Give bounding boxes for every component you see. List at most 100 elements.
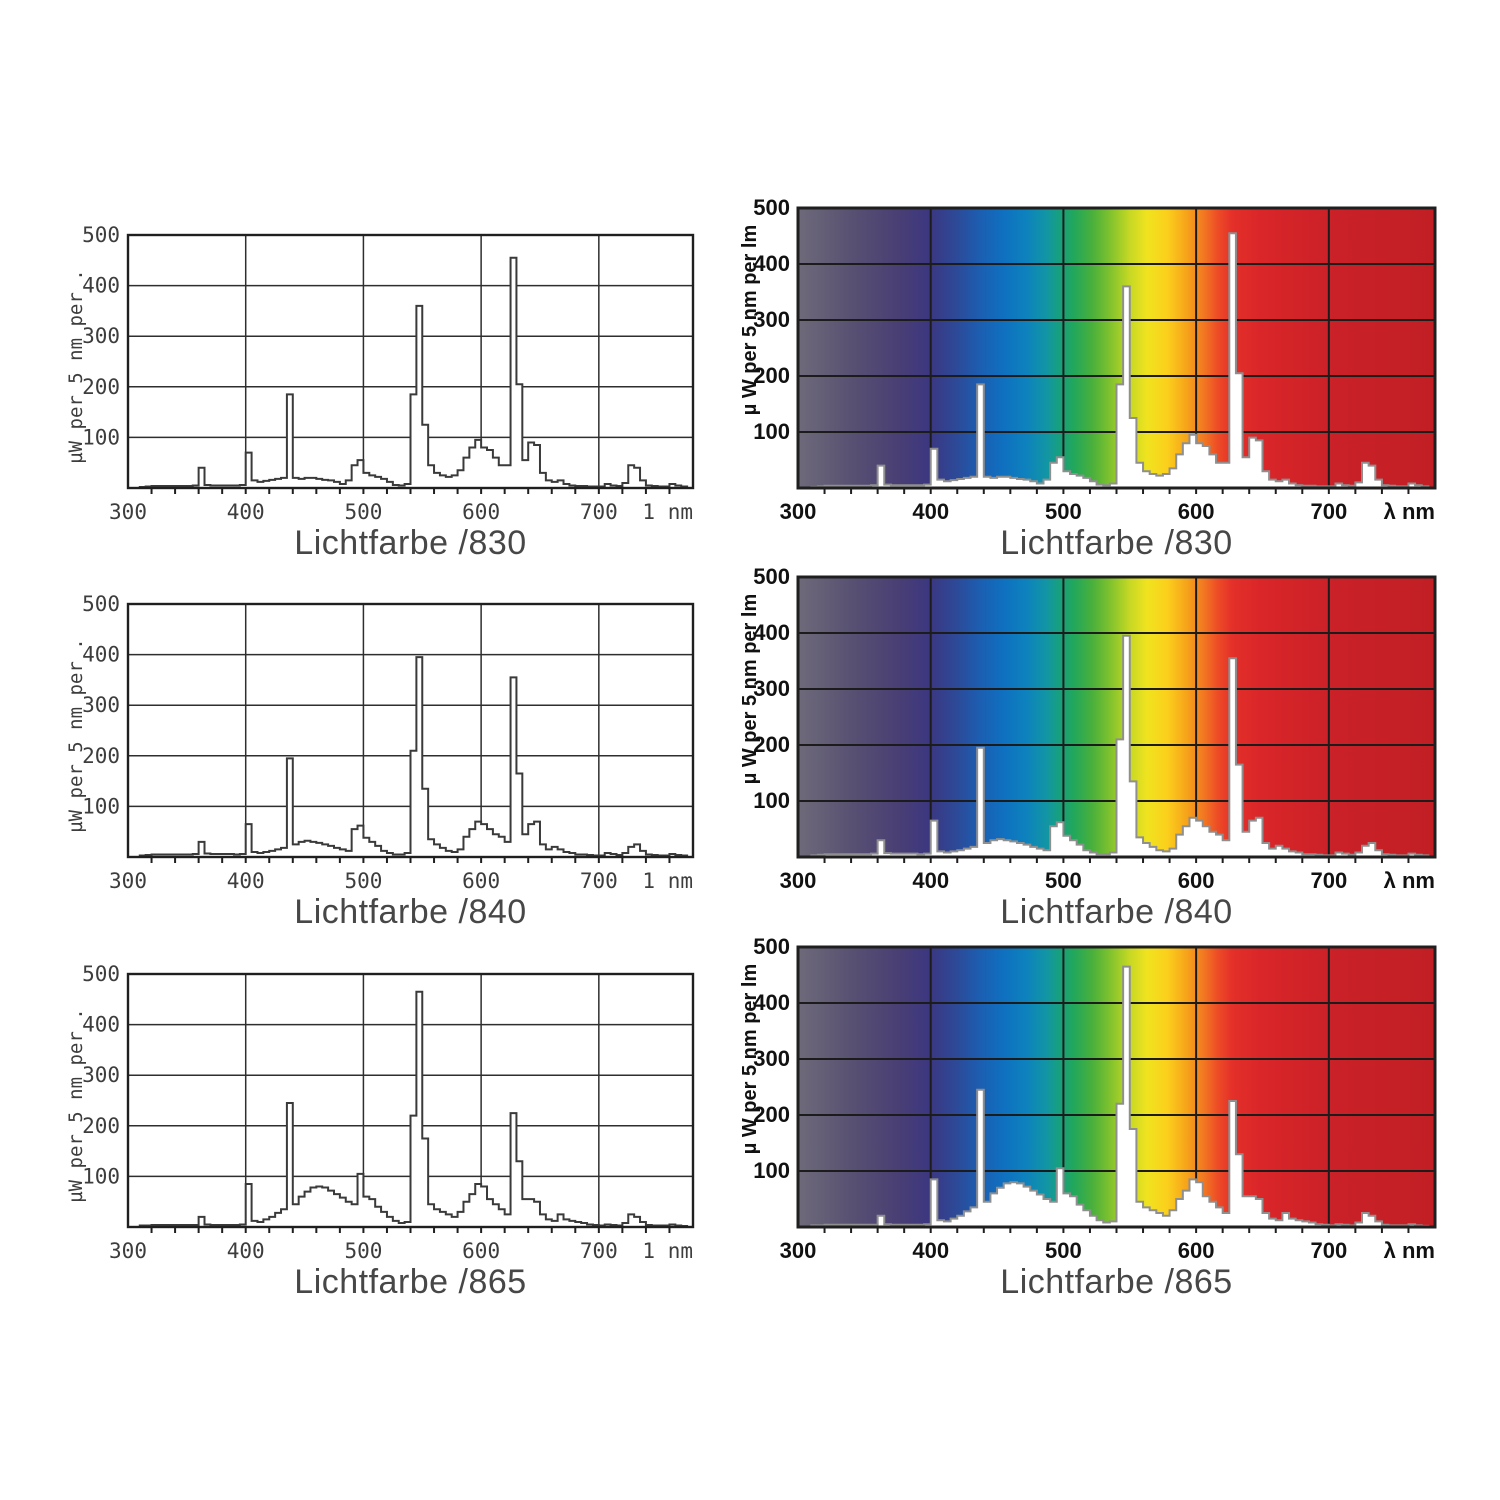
- chart-lichtfarbe-830-color: 300 400 500 600 700 λ nm 100 200 300 400 500 µ W pe…: [728, 183, 1458, 562]
- spectral-curve: [810, 965, 1430, 1228]
- chart-title: Lichtfarbe /840: [1000, 893, 1233, 932]
- y-axis-label: µ W per 5 nm per lm: [739, 964, 761, 1154]
- y-tick-label: 200: [82, 1114, 120, 1138]
- x-tick-label: 500: [1045, 1238, 1082, 1263]
- y-tick-label: 100: [82, 1164, 120, 1188]
- x-axis-ticks: [823, 857, 1410, 864]
- x-tick-label: 600: [462, 1239, 500, 1263]
- x-tick-label: 400: [912, 868, 949, 893]
- y-tick-label: 100: [82, 425, 120, 449]
- y-tick-label: 200: [82, 744, 120, 768]
- y-tick-label: 400: [753, 251, 790, 276]
- chart-lichtfarbe-865-color: 300 400 500 600 700 λ nm 100 200 300 400 500 µ W pe…: [728, 922, 1458, 1301]
- spectral-curve: [138, 990, 689, 1228]
- chart-title: Lichtfarbe /840: [294, 893, 527, 932]
- x-tick-label: 600: [462, 500, 500, 524]
- x-axis-ticks: [823, 1226, 1410, 1233]
- x-axis-unit-label: λ nm: [1384, 499, 1435, 524]
- x-tick-label: 300: [109, 869, 147, 893]
- x-tick-label: 400: [227, 500, 265, 524]
- y-tick-label: 200: [753, 732, 790, 757]
- y-tick-label: 400: [82, 274, 120, 298]
- y-tick-label: 300: [82, 324, 120, 348]
- spectral-chart-mono-840: 300 400 500 600 700 1 nm 100 200 300 400 500 µW per…: [65, 592, 695, 893]
- y-tick-label: 200: [753, 363, 790, 388]
- spectral-curve: [138, 656, 689, 859]
- y-tick-label: 400: [753, 990, 790, 1015]
- y-tick-label: 100: [753, 419, 790, 444]
- x-tick-label: 300: [780, 1238, 817, 1263]
- x-tick-label: 600: [1178, 499, 1215, 524]
- chart-title: Lichtfarbe /865: [1000, 1262, 1233, 1301]
- spectral-chart-mono-865: 300 400 500 600 700 1 nm 100 200 300 400 500 µW per…: [65, 962, 695, 1263]
- x-tick-label: 500: [1045, 868, 1082, 893]
- row-840: 300 400 500 600 700 1 nm 100 200 300 400 500 µW per…: [0, 552, 1500, 931]
- y-tick-label: 300: [753, 676, 790, 701]
- chart-grid: 300 400 500 600 700 1 nm 100 200 300 400 500 µW per…: [0, 183, 1500, 1301]
- y-tick-label: 400: [82, 1012, 120, 1036]
- y-tick-label: 500: [82, 223, 120, 247]
- x-axis-ticks: [823, 488, 1410, 494]
- y-tick-label: 300: [82, 694, 120, 718]
- x-tick-label: 500: [344, 869, 382, 893]
- x-tick-label: 600: [462, 869, 500, 893]
- y-tick-label: 500: [82, 592, 120, 616]
- x-tick-label: 700: [1310, 1238, 1347, 1263]
- row-830: 300 400 500 600 700 1 nm 100 200 300 400 500 µW per…: [0, 183, 1500, 562]
- chart-title: Lichtfarbe /865: [294, 1262, 527, 1301]
- chart-lichtfarbe-840-color: 300 400 500 600 700 λ nm 100 200 300 400 500 µ W pe…: [728, 552, 1458, 931]
- x-tick-label: 500: [1045, 499, 1082, 524]
- x-tick-label: 300: [780, 499, 817, 524]
- y-axis-label: µ W per 5 nm per lm: [739, 594, 761, 784]
- x-axis-unit-label: λ nm: [1384, 1238, 1435, 1263]
- chart-title: Lichtfarbe /830: [1000, 524, 1233, 562]
- x-tick-label: 700: [1310, 868, 1347, 893]
- x-tick-label: 400: [227, 869, 265, 893]
- spectral-curve: [810, 635, 1430, 859]
- y-tick-label: 200: [82, 375, 120, 399]
- y-tick-label: 100: [753, 1158, 790, 1183]
- x-tick-label: 300: [109, 500, 147, 524]
- x-axis-unit-label: 1 nm: [642, 869, 693, 893]
- y-axis-label: µ W per 5 nm per lm: [739, 225, 761, 415]
- x-tick-label: 700: [580, 500, 618, 524]
- x-axis-ticks: [150, 1226, 671, 1233]
- row-865: 300 400 500 600 700 1 nm 100 200 300 400 500 µW per…: [0, 922, 1500, 1301]
- chart-title: Lichtfarbe /830: [294, 524, 527, 562]
- y-tick-label: 300: [753, 1046, 790, 1071]
- x-tick-label: 400: [912, 499, 949, 524]
- x-tick-label: 700: [580, 1239, 618, 1263]
- x-tick-label: 600: [1178, 868, 1215, 893]
- x-tick-label: 300: [109, 1239, 147, 1263]
- y-tick-label: 100: [82, 795, 120, 819]
- x-tick-label: 600: [1178, 1238, 1215, 1263]
- chart-lichtfarbe-865-mono: 300 400 500 600 700 1 nm 100 200 300 400 500 µW per…: [60, 922, 720, 1301]
- x-tick-label: 700: [580, 869, 618, 893]
- y-tick-label: 300: [82, 1063, 120, 1087]
- y-tick-label: 500: [82, 962, 120, 986]
- x-tick-label: 400: [227, 1239, 265, 1263]
- y-tick-label: 200: [753, 1102, 790, 1127]
- x-axis-unit-label: 1 nm: [642, 1239, 693, 1263]
- y-tick-label: 500: [753, 564, 790, 589]
- spectral-chart-mono-830: 300 400 500 600 700 1 nm 100 200 300 400 500 µW per…: [65, 223, 695, 524]
- spectral-chart-color-830: 300 400 500 600 700 λ nm 100 200 300 400 500 µ W pe…: [739, 195, 1437, 524]
- x-axis-unit-label: 1 nm: [642, 500, 693, 524]
- y-tick-label: 400: [82, 643, 120, 667]
- x-axis-ticks: [150, 857, 671, 864]
- y-axis-label: µW per 5 nm per .: [65, 1008, 87, 1202]
- spectral-chart-color-865: 300 400 500 600 700 λ nm 100 200 300 400 500 µ W pe…: [739, 934, 1437, 1263]
- y-tick-label: 400: [753, 620, 790, 645]
- x-axis-ticks: [150, 488, 671, 494]
- spectral-chart-color-840: 300 400 500 600 700 λ nm 100 200 300 400 500 µ W pe…: [739, 564, 1437, 893]
- spectral-curve: [810, 232, 1430, 489]
- spectral-curve: [138, 256, 689, 489]
- x-tick-label: 500: [344, 1239, 382, 1263]
- x-tick-label: 500: [344, 500, 382, 524]
- y-axis-label: µW per 5 nm per .: [65, 269, 87, 463]
- y-tick-label: 100: [753, 788, 790, 813]
- y-tick-label: 500: [753, 195, 790, 220]
- y-axis-label: µW per 5 nm per .: [65, 639, 87, 833]
- x-tick-label: 700: [1310, 499, 1347, 524]
